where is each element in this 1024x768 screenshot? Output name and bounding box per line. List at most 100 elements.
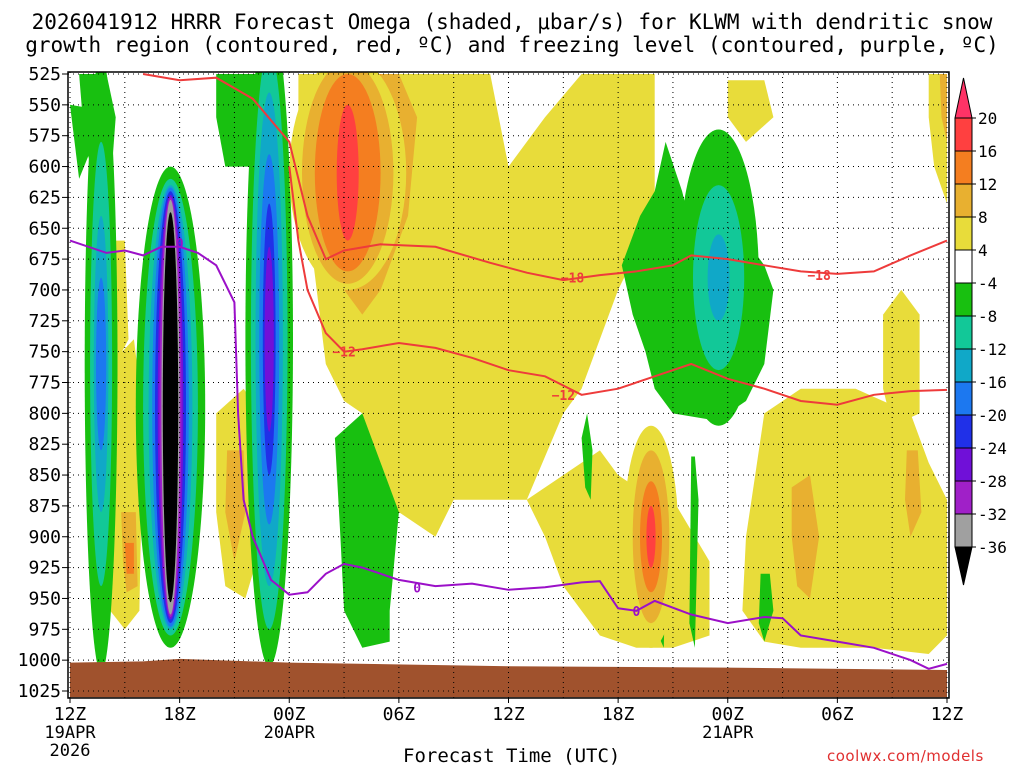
colorbar-top-arrow <box>954 77 973 119</box>
x-tick-year-0: 2026 <box>50 741 91 761</box>
colorbar-label-0: 20 <box>978 109 997 128</box>
y-tick-label-525: 525 <box>28 64 61 85</box>
y-tick-label-1000: 1000 <box>18 650 61 671</box>
x-tick-date-0: 19APR <box>44 723 96 743</box>
omega-updraft-early-level-3 <box>96 277 107 451</box>
colorbar-label-11: -28 <box>978 472 1007 491</box>
colorbar-swatch-12 <box>954 480 973 515</box>
contour-label-18-b-text: −18 <box>807 269 831 284</box>
colorbar-swatch-10 <box>954 414 973 449</box>
colorbar-swatch-11 <box>954 447 973 482</box>
fzl-label-b-text: 0 <box>632 605 640 620</box>
dendritic-contour--18 <box>142 73 948 282</box>
contour-label-12-b: −12 <box>552 389 575 404</box>
x-tick-label-48: 12Z <box>931 704 964 725</box>
x-tick-label-12: 00Z <box>273 704 306 725</box>
x-tick-label-36: 00Z <box>711 704 744 725</box>
fzl-label-c: 0 <box>176 237 184 252</box>
y-tick-label-625: 625 <box>28 187 61 208</box>
grid-lines <box>68 72 949 698</box>
colorbar-swatch-6 <box>954 282 973 317</box>
fzl-label-c-text: 0 <box>176 237 184 252</box>
omega-region-6 <box>742 388 947 654</box>
colorbar-label-2: 12 <box>978 175 997 194</box>
colorbar-label-1: 16 <box>978 142 997 161</box>
colorbar-label-4: 4 <box>978 241 988 260</box>
y-tick-label-925: 925 <box>28 558 61 579</box>
omega-region-23 <box>581 413 593 500</box>
y-tick-label-950: 950 <box>28 588 61 609</box>
y-tick-label-600: 600 <box>28 157 61 178</box>
contour-label-18-b: −18 <box>807 269 831 284</box>
x-tick-label-18: 06Z <box>383 704 416 725</box>
colorbar-label-6: -8 <box>978 307 997 326</box>
credit-text: coolwx.com/models <box>827 747 984 765</box>
colorbar-swatch-13 <box>954 513 973 548</box>
y-tick-label-750: 750 <box>28 342 61 363</box>
colorbar-swatch-2 <box>954 150 973 185</box>
y-tick-label-650: 650 <box>28 218 61 239</box>
contour-label-12-a-text: −12 <box>332 346 355 361</box>
colorbar-label-8: -16 <box>978 373 1007 392</box>
colorbar-label-7: -12 <box>978 340 1007 359</box>
colorbar-bottom-arrow <box>954 546 973 586</box>
y-tick-label-800: 800 <box>28 403 61 424</box>
colorbar-label-10: -24 <box>978 439 1007 458</box>
omega-region-9 <box>905 450 922 537</box>
y-tick-label-975: 975 <box>28 619 61 640</box>
contour-label-12-b-text: −12 <box>552 389 575 404</box>
x-tick-date-12: 20APR <box>264 723 316 743</box>
y-tick-label-550: 550 <box>28 95 61 116</box>
omega-region-12 <box>225 450 246 562</box>
chart-title-line-1: 2026041912 HRRR Forecast Omega (shaded, … <box>31 10 993 34</box>
temperature-contours: −18 −18 −12 −12 0 0 0 <box>69 73 948 670</box>
omega-region-7 <box>883 289 920 426</box>
omega-region-5 <box>939 74 947 142</box>
omega-region-3 <box>727 80 774 142</box>
omega-region-25 <box>758 573 774 642</box>
colorbar-swatch-7 <box>954 315 973 350</box>
y-tick-label-775: 775 <box>28 373 61 394</box>
y-tick-label-875: 875 <box>28 496 61 517</box>
x-axis-label: Forecast Time (UTC) <box>403 745 621 767</box>
fzl-label-b: 0 <box>632 605 640 620</box>
freezing-level-line <box>69 239 948 670</box>
fzl-label-a: 0 <box>413 581 421 596</box>
y-tick-label-700: 700 <box>28 280 61 301</box>
chart-title-line-2: growth region (contoured, red, ºC) and f… <box>25 33 999 57</box>
x-tick-label-24: 12Z <box>492 704 525 725</box>
x-tick-label-30: 18Z <box>602 704 635 725</box>
colorbar-swatch-9 <box>954 381 973 416</box>
y-tick-label-725: 725 <box>28 311 61 332</box>
y-tick-label-850: 850 <box>28 465 61 486</box>
colorbar-swatch-4 <box>954 216 973 251</box>
omega-region-20 <box>334 413 399 648</box>
colorbar-swatch-5 <box>954 249 973 284</box>
omega-region-21 <box>689 456 699 648</box>
omega-shading <box>70 72 947 673</box>
y-tick-label-1025: 1025 <box>18 681 61 702</box>
x-tick-label-6: 18Z <box>163 704 196 725</box>
contour-label-18-a-text: −18 <box>561 272 585 287</box>
dendritic-contour--12 <box>288 166 948 406</box>
y-tick-label-575: 575 <box>28 126 61 147</box>
omega-strong-updraft-18z-level-8 <box>162 212 179 603</box>
y-tick-label-900: 900 <box>28 527 61 548</box>
colorbar-swatch-1 <box>954 117 973 152</box>
y-tick-label-825: 825 <box>28 434 61 455</box>
x-tick-label-0: 12Z <box>54 704 87 725</box>
colorbar-label-9: -20 <box>978 406 1007 425</box>
omega-sinking-core-level-3 <box>336 104 359 241</box>
fzl-label-a-text: 0 <box>413 581 421 596</box>
colorbar: 20 16 12 8 4 -4 -8 -12 -16 -20 -24 -28 -32 -36 <box>954 77 1007 586</box>
y-axis: 525 550 575 600 625 650 675 700 725 750 775 800 825 8… <box>18 64 68 702</box>
x-tick-date-36: 21APR <box>702 723 754 743</box>
y-tick-label-675: 675 <box>28 249 61 270</box>
contour-label-18-a: −18 <box>561 272 585 287</box>
colorbar-swatch-3 <box>954 183 973 218</box>
colorbar-label-3: 8 <box>978 208 988 227</box>
x-tick-label-42: 06Z <box>821 704 854 725</box>
colorbar-label-12: -32 <box>978 505 1007 524</box>
omega-region-15 <box>124 542 134 574</box>
